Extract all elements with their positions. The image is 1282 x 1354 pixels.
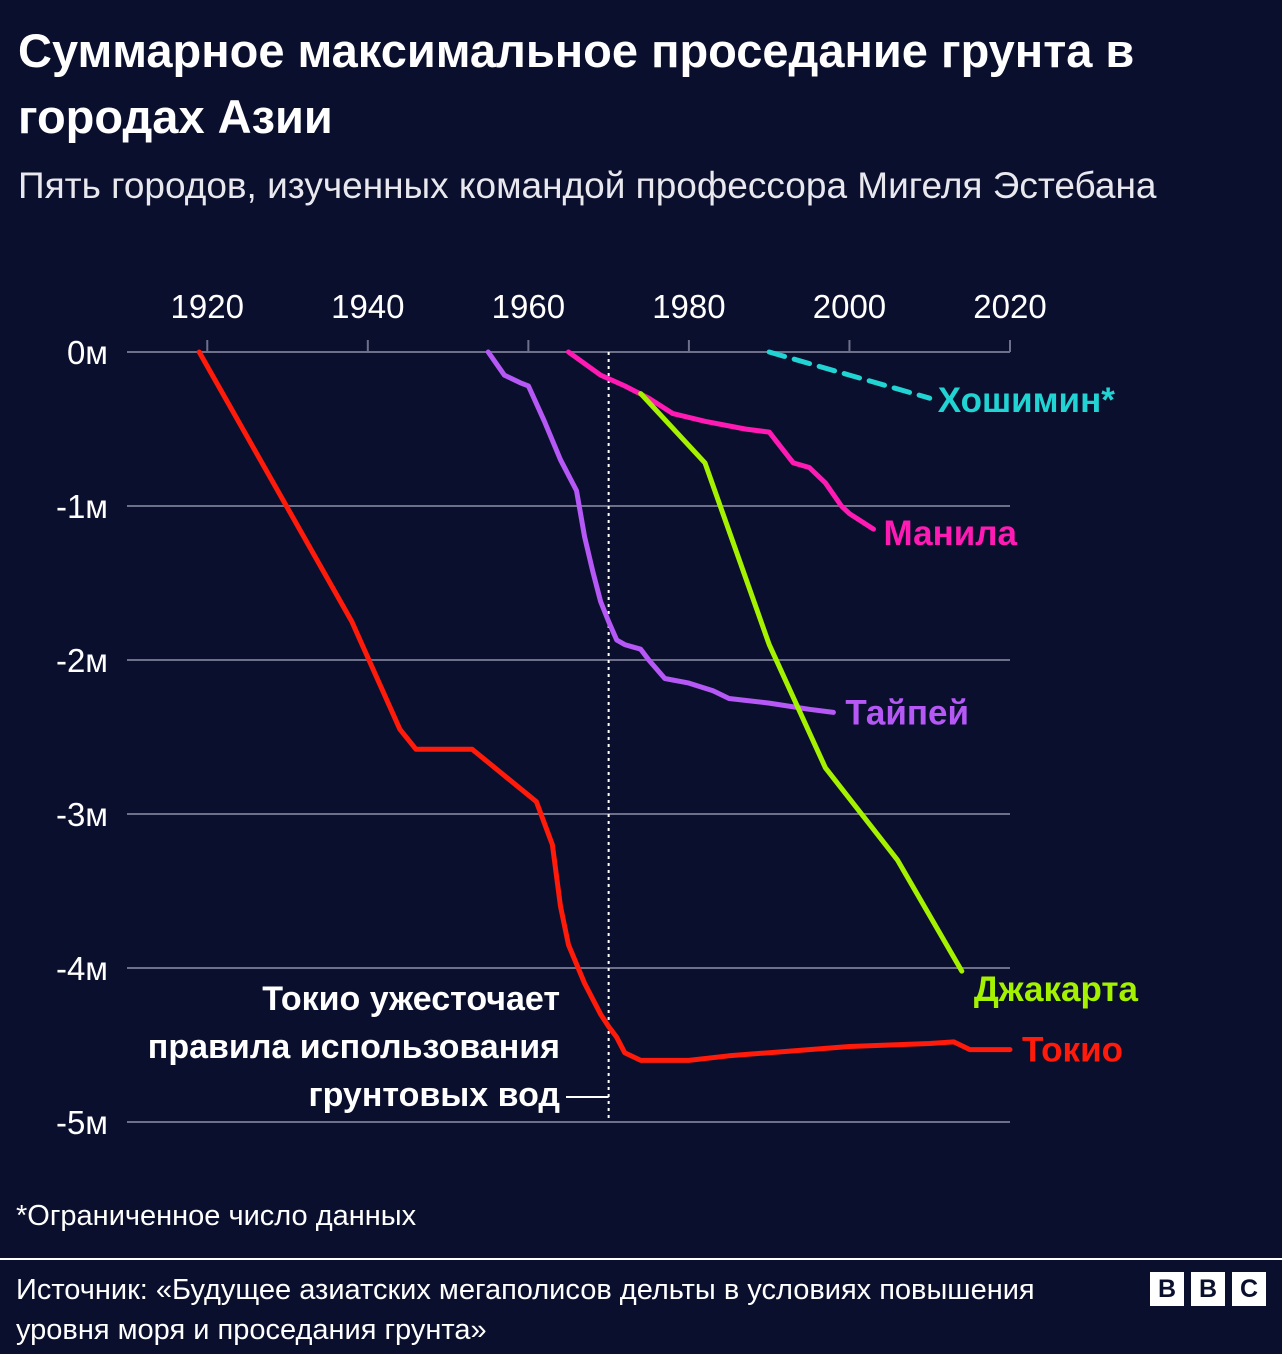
series-line (766, 349, 933, 401)
y-tick-label: 0м (67, 334, 108, 371)
line-chart: 0м -1м -2м -3м -4м -5м 1920 1940 1960 1980 2000 202… (56, 288, 1139, 1141)
bbc-logo-letter: C (1232, 1272, 1266, 1306)
y-tick-label: -5м (56, 1104, 108, 1141)
series-label: Тайпей (845, 693, 969, 732)
x-tick-label: 1980 (652, 288, 725, 325)
y-tick-label: -1м (56, 488, 108, 525)
annotation-text: грунтовых вод (308, 1076, 560, 1114)
bbc-logo-letter: B (1191, 1272, 1225, 1306)
annotation-text: Токио ужесточает (262, 980, 560, 1018)
chart-title: Суммарное максимальное проседание грунта… (18, 24, 1135, 143)
chart-subtitle: Пять городов, изученных командой професс… (18, 165, 1157, 206)
bbc-logo-letter: B (1150, 1272, 1184, 1306)
x-tick-label: 2000 (813, 288, 886, 325)
y-tick-label: -2м (56, 642, 108, 679)
series-label: Манила (884, 514, 1018, 553)
series-line (196, 349, 1013, 1063)
series-line (485, 349, 836, 715)
x-tick-label: 1960 (492, 288, 565, 325)
x-tick-label: 1920 (171, 288, 244, 325)
series-line (638, 391, 965, 974)
y-tick-label: -4м (56, 950, 108, 987)
series-label: Хошимин* (938, 381, 1115, 420)
source-note: Источник: «Будущее азиатских мегаполисов… (16, 1274, 1035, 1346)
x-tick-label: 2020 (973, 288, 1046, 325)
footer-divider (0, 1258, 1282, 1260)
series-label: Джакарта (974, 970, 1139, 1009)
series-label: Токио (1022, 1031, 1123, 1070)
x-tick-label: 1940 (331, 288, 404, 325)
annotation-text: правила использования (148, 1028, 560, 1066)
bbc-logo: B B C (1150, 1272, 1266, 1306)
footnote: *Ограниченное число данных (16, 1200, 417, 1232)
series-line (566, 349, 876, 532)
y-tick-label: -3м (56, 796, 108, 833)
